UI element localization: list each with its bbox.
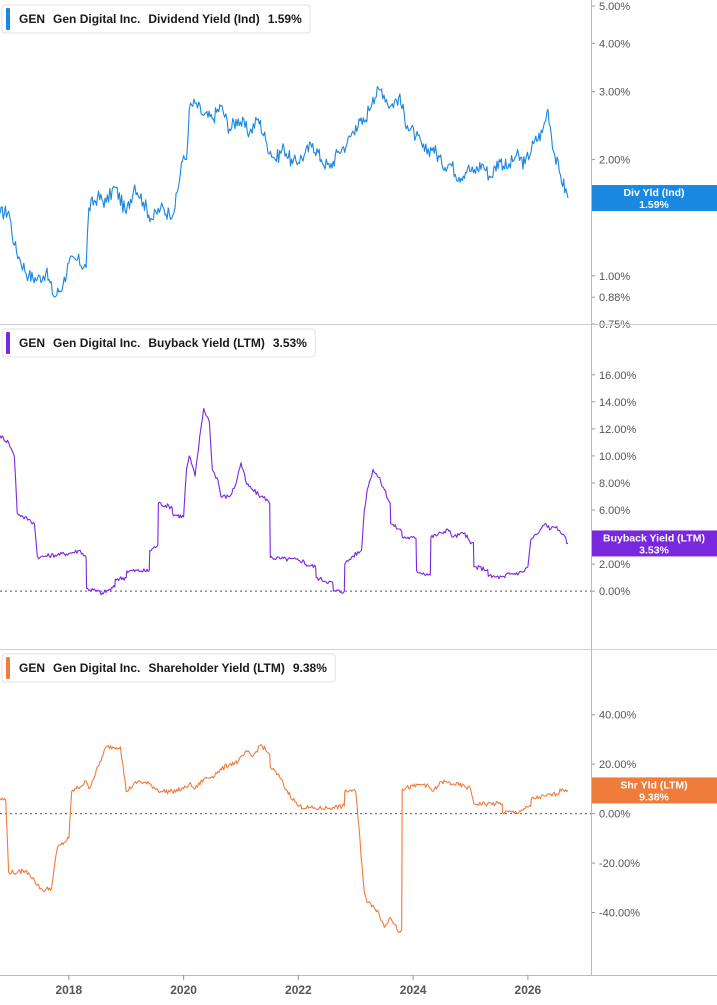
buyback-yield-tag-label: Buyback Yield (LTM) (603, 532, 705, 544)
shareholder-yield-tag-value: 9.38% (639, 791, 669, 803)
buyback-yield-ytick-label: 10.00% (599, 451, 637, 463)
x-tick-label: 2024 (400, 983, 427, 997)
dividend-yield-ytick-label: 0.88% (599, 292, 630, 304)
buyback-yield-current-tag (591, 530, 717, 557)
shareholder-yield-legend-text: GEN Gen Digital Inc. Shareholder Yield (LT… (19, 661, 327, 675)
shareholder-yield-ytick-label: 20.00% (599, 759, 637, 771)
buyback-yield-ytick-label: 2.00% (599, 559, 630, 571)
legend-series-name: Buyback Yield (LTM) (148, 336, 264, 350)
buyback-yield-ytick-label: 16.00% (599, 370, 637, 382)
shareholder-yield-legend-color (6, 657, 10, 679)
buyback-yield-tag-value: 3.53% (639, 544, 669, 556)
buyback-yield-ytick-label: 0.00% (599, 586, 630, 598)
buyback-yield-ytick-label: 14.00% (599, 397, 637, 409)
buyback-yield-legend-color (6, 332, 10, 354)
x-tick-label: 2026 (515, 983, 542, 997)
dividend-yield-legend-color (6, 8, 10, 30)
buyback-yield-legend-box (1, 328, 316, 358)
legend-series-name: Dividend Yield (Ind) (148, 12, 259, 26)
shareholder-yield-ytick-label: 0.00% (599, 809, 630, 821)
shareholder-yield-ytick-label: 40.00% (599, 710, 637, 722)
x-tick-label: 2018 (56, 983, 83, 997)
legend-series-name: Shareholder Yield (LTM) (148, 661, 284, 675)
dividend-yield-tag-value: 1.59% (639, 199, 669, 211)
legend-company: Gen Digital Inc. (53, 12, 140, 26)
dividend-yield-series-line (0, 86, 569, 298)
legend-ticker: GEN (19, 12, 45, 26)
shareholder-yield-ytick-label: -40.00% (599, 908, 640, 920)
dividend-yield-ytick-label: 3.00% (599, 87, 630, 99)
dividend-yield-legend-box (1, 4, 311, 34)
dividend-yield-legend-text: GEN Gen Digital Inc. Dividend Yield (Ind) 1… (19, 12, 302, 26)
dividend-yield-ytick-label: 5.00% (599, 1, 630, 13)
buyback-yield-ytick-label: 12.00% (599, 424, 637, 436)
buyback-yield-ytick-label: 6.00% (599, 505, 630, 517)
legend-current-value: 1.59% (268, 12, 302, 26)
shareholder-yield-tag-label: Shr Yld (LTM) (620, 779, 687, 791)
legend-company: Gen Digital Inc. (53, 336, 140, 350)
shareholder-yield-series-line (0, 743, 569, 933)
buyback-yield-series-line (0, 408, 569, 596)
dividend-yield-ytick-label: 4.00% (599, 38, 630, 50)
legend-company: Gen Digital Inc. (53, 661, 140, 675)
buyback-yield-legend-text: GEN Gen Digital Inc. Buyback Yield (LTM) 3.… (19, 336, 307, 350)
legend-ticker: GEN (19, 661, 45, 675)
legend-current-value: 3.53% (273, 336, 307, 350)
legend-ticker: GEN (19, 336, 45, 350)
shareholder-yield-legend-box (1, 653, 336, 683)
dividend-yield-tag-label: Div Yld (Ind) (623, 187, 684, 199)
shareholder-yield-ytick-label: -20.00% (599, 858, 640, 870)
x-tick-label: 2020 (170, 983, 197, 997)
dividend-yield-ytick-label: 1.00% (599, 271, 630, 283)
dividend-yield-current-tag (591, 185, 717, 212)
shareholder-yield-current-tag (591, 777, 717, 804)
dividend-yield-ytick-label: 2.00% (599, 155, 630, 167)
x-tick-label: 2022 (285, 983, 312, 997)
buyback-yield-ytick-label: 8.00% (599, 478, 630, 490)
legend-current-value: 9.38% (293, 661, 327, 675)
